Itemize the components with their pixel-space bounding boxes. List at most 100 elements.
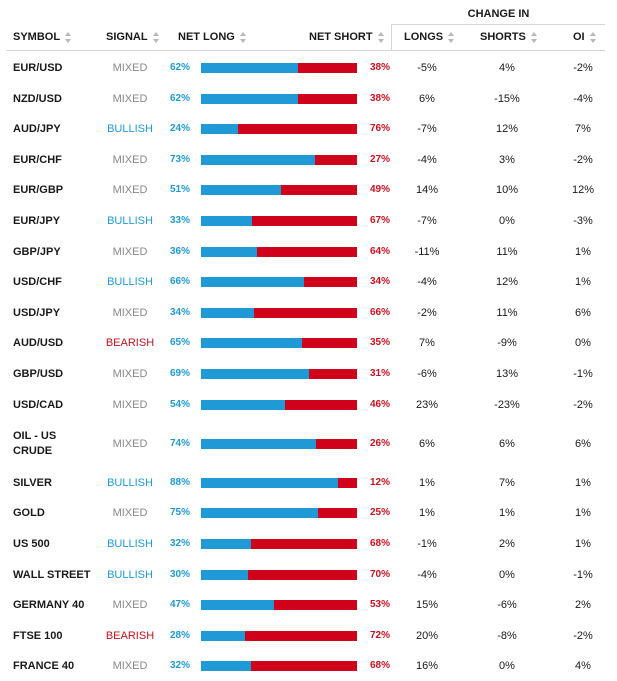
net-short-percent: 12% bbox=[369, 477, 390, 488]
change-longs-cell: 23% bbox=[415, 398, 439, 411]
symbol-cell[interactable]: OIL - US CRUDE bbox=[13, 430, 57, 457]
change-shorts-cell: 13% bbox=[495, 367, 519, 380]
symbol-cell[interactable]: EUR/JPY bbox=[13, 214, 61, 227]
net-long-percent: 88% bbox=[169, 477, 190, 488]
symbol-cell[interactable]: AUD/JPY bbox=[13, 122, 61, 135]
change-oi-cell: 6% bbox=[575, 306, 591, 319]
net-short-percent: 38% bbox=[369, 93, 390, 104]
change-oi-cell: 1% bbox=[575, 275, 591, 288]
sentiment-bar-long-fill bbox=[201, 216, 253, 226]
sort-icon[interactable] bbox=[239, 31, 246, 43]
change-longs-cell: 7% bbox=[419, 336, 435, 349]
net-long-percent: 66% bbox=[169, 276, 190, 287]
change-shorts-cell: 10% bbox=[495, 183, 519, 196]
column-header-oi-label: OI bbox=[573, 31, 585, 43]
sentiment-bar-long-fill bbox=[201, 508, 318, 518]
net-long-percent: 62% bbox=[169, 93, 190, 104]
change-longs-cell: -6% bbox=[417, 367, 437, 380]
symbol-cell[interactable]: USD/JPY bbox=[13, 306, 61, 319]
net-short-percent: 26% bbox=[369, 438, 390, 449]
sentiment-bar bbox=[201, 63, 357, 73]
net-short-percent: 72% bbox=[369, 630, 390, 641]
change-oi-cell: 2% bbox=[575, 598, 591, 611]
symbol-cell[interactable]: USD/CHF bbox=[13, 275, 62, 288]
change-shorts-cell: 0% bbox=[499, 659, 515, 672]
column-header-symbol-label: SYMBOL bbox=[13, 31, 61, 43]
net-short-percent: 53% bbox=[369, 599, 390, 610]
change-longs-cell: 20% bbox=[415, 629, 439, 642]
column-header-longs[interactable]: LONGS bbox=[404, 31, 455, 43]
sentiment-bar bbox=[201, 478, 357, 488]
column-header-shorts[interactable]: SHORTS bbox=[480, 31, 537, 43]
symbol-cell[interactable]: WALL STREET bbox=[13, 568, 91, 581]
change-oi-cell: 0% bbox=[575, 336, 591, 349]
symbol-cell[interactable]: EUR/CHF bbox=[13, 153, 62, 166]
column-header-shorts-label: SHORTS bbox=[480, 31, 526, 43]
symbol-cell[interactable]: GBP/JPY bbox=[13, 245, 61, 258]
symbol-cell[interactable]: EUR/USD bbox=[13, 61, 63, 74]
sort-icon[interactable] bbox=[65, 31, 72, 43]
sort-icon[interactable] bbox=[589, 31, 596, 43]
change-oi-cell: -4% bbox=[573, 92, 593, 105]
net-short-percent: 70% bbox=[369, 569, 390, 580]
symbol-cell[interactable]: SILVER bbox=[13, 476, 52, 489]
symbol-cell[interactable]: USD/CAD bbox=[13, 398, 64, 411]
column-header-symbol[interactable]: SYMBOL bbox=[13, 31, 72, 43]
net-long-percent: 34% bbox=[169, 307, 190, 318]
column-header-net-short-label: NET SHORT bbox=[309, 31, 373, 43]
column-header-signal[interactable]: SIGNAL bbox=[106, 31, 159, 43]
column-header-signal-label: SIGNAL bbox=[106, 31, 148, 43]
signal-cell: MIXED bbox=[112, 598, 148, 611]
sentiment-bar-long-fill bbox=[201, 369, 309, 379]
column-header-net-short[interactable]: NET SHORT bbox=[309, 31, 384, 43]
symbol-cell[interactable]: FTSE 100 bbox=[13, 629, 63, 642]
change-longs-cell: -4% bbox=[417, 153, 437, 166]
sort-icon[interactable] bbox=[152, 31, 159, 43]
symbol-cell[interactable]: EUR/GBP bbox=[13, 183, 64, 196]
signal-cell: MIXED bbox=[112, 61, 148, 74]
sentiment-bar-long-fill bbox=[201, 338, 303, 348]
net-long-percent: 74% bbox=[169, 438, 190, 449]
net-long-percent: 73% bbox=[169, 154, 190, 165]
change-in-heading: CHANGE IN bbox=[467, 8, 530, 20]
change-shorts-cell: 3% bbox=[499, 153, 515, 166]
column-header-longs-label: LONGS bbox=[404, 31, 444, 43]
change-oi-cell: -3% bbox=[573, 214, 593, 227]
sentiment-bar bbox=[201, 570, 357, 580]
net-long-percent: 32% bbox=[169, 660, 190, 671]
symbol-cell[interactable]: GBP/USD bbox=[13, 367, 64, 380]
symbol-cell[interactable]: NZD/USD bbox=[13, 92, 62, 105]
sentiment-bar-long-fill bbox=[201, 600, 275, 610]
sentiment-bar bbox=[201, 439, 357, 449]
change-shorts-cell: -15% bbox=[494, 92, 520, 105]
net-long-percent: 54% bbox=[169, 399, 190, 410]
change-oi-cell: 6% bbox=[575, 437, 591, 450]
change-longs-cell: -2% bbox=[417, 306, 437, 319]
change-shorts-cell: 11% bbox=[496, 306, 518, 319]
symbol-cell[interactable]: GERMANY 40 bbox=[13, 598, 85, 611]
change-longs-cell: -5% bbox=[417, 61, 437, 74]
net-short-percent: 46% bbox=[369, 399, 390, 410]
column-header-oi[interactable]: OI bbox=[573, 31, 596, 43]
net-short-percent: 25% bbox=[369, 507, 390, 518]
change-shorts-cell: 1% bbox=[499, 506, 515, 519]
change-shorts-cell: -6% bbox=[497, 598, 517, 611]
change-oi-cell: -1% bbox=[573, 568, 593, 581]
net-long-percent: 65% bbox=[169, 337, 190, 348]
symbol-cell[interactable]: GOLD bbox=[13, 506, 45, 519]
symbol-cell[interactable]: FRANCE 40 bbox=[13, 659, 75, 672]
sentiment-bar bbox=[201, 661, 357, 671]
symbol-cell[interactable]: AUD/USD bbox=[13, 336, 64, 349]
net-long-percent: 24% bbox=[169, 123, 190, 134]
sort-icon[interactable] bbox=[530, 31, 537, 43]
sort-icon[interactable] bbox=[377, 31, 384, 43]
sort-icon[interactable] bbox=[448, 31, 455, 43]
signal-cell: MIXED bbox=[112, 506, 148, 519]
net-short-percent: 35% bbox=[369, 337, 390, 348]
column-header-net-long[interactable]: NET LONG bbox=[178, 31, 246, 43]
net-long-percent: 32% bbox=[169, 538, 190, 549]
sentiment-bar-long-fill bbox=[201, 277, 304, 287]
change-oi-cell: -2% bbox=[573, 153, 593, 166]
symbol-cell[interactable]: US 500 bbox=[13, 537, 50, 550]
change-longs-cell: -7% bbox=[417, 214, 437, 227]
